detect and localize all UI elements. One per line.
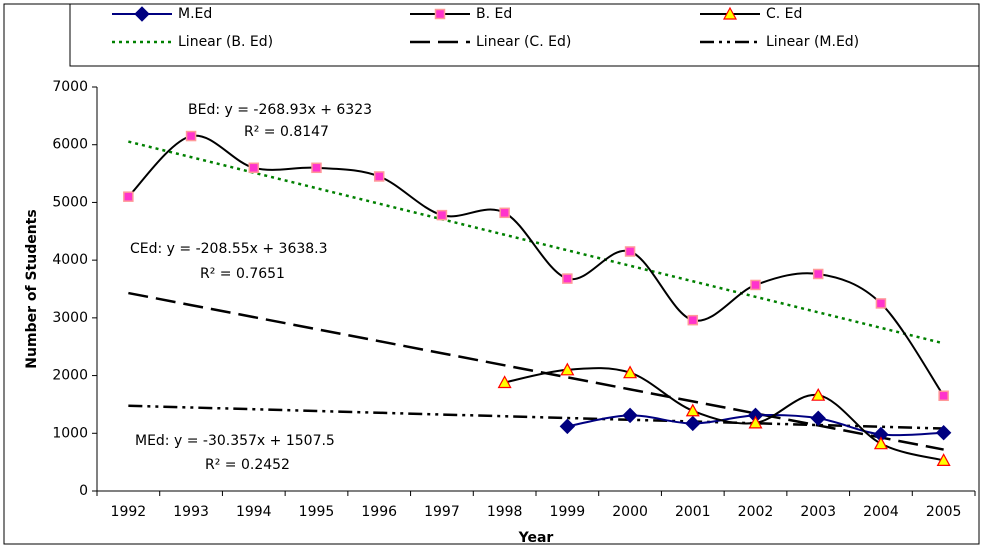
marker [687, 314, 699, 326]
marker [938, 390, 949, 402]
x-tick-label: 2001 [675, 504, 711, 520]
marker [123, 191, 134, 202]
marker [624, 246, 636, 257]
series-line [504, 367, 944, 462]
trend-equation: BEd: y = -268.93x + 6323 [188, 102, 372, 118]
y-tick-label: 3000 [52, 310, 88, 326]
legend-marker [434, 8, 446, 20]
marker [936, 453, 951, 467]
marker [685, 403, 700, 417]
x-tick-label: 1993 [173, 504, 209, 520]
x-tick-label: 1999 [550, 504, 586, 520]
y-tick-label: 1000 [52, 425, 88, 441]
legend-label: Linear (B. Ed) [178, 34, 273, 50]
marker [810, 410, 826, 426]
marker [623, 365, 638, 379]
marker [499, 207, 510, 219]
marker [436, 209, 448, 221]
legend-label: Linear (C. Ed) [476, 34, 571, 50]
marker [750, 279, 761, 291]
marker [811, 387, 826, 401]
x-tick-label: 1995 [299, 504, 335, 520]
y-tick-label: 7000 [52, 79, 88, 95]
marker [248, 162, 260, 174]
x-tick-label: 2005 [926, 504, 962, 520]
marker [311, 162, 322, 174]
legend-box [69, 3, 980, 67]
marker [559, 418, 576, 435]
x-tick-label: 2002 [738, 504, 774, 520]
x-tick-label: 2003 [800, 504, 836, 520]
marker [185, 130, 197, 142]
marker [935, 425, 952, 441]
chart-frame [3, 3, 980, 545]
trend-r2: R² = 0.7651 [200, 266, 285, 282]
x-tick-label: 1994 [236, 504, 272, 520]
x-axis-title: Year [518, 530, 554, 546]
x-tick-label: 2000 [612, 504, 648, 520]
x-tick-label: 1992 [111, 504, 147, 520]
marker [748, 415, 763, 429]
marker [560, 362, 575, 376]
x-tick-label: 2004 [863, 504, 899, 520]
legend-marker [134, 6, 150, 22]
trend-r2: R² = 0.2452 [205, 457, 290, 473]
marker [873, 436, 888, 450]
marker [622, 407, 638, 424]
x-tick-label: 1996 [361, 504, 397, 520]
y-tick-label: 2000 [52, 368, 88, 384]
legend-marker [722, 6, 738, 20]
marker [373, 171, 385, 182]
trend-equation: MEd: y = -30.357x + 1507.5 [135, 433, 335, 449]
legend-label: Linear (M.Ed) [766, 34, 859, 50]
y-tick-label: 6000 [52, 137, 88, 153]
trendline [128, 291, 944, 451]
y-tick-label: 4000 [52, 252, 88, 268]
x-tick-label: 1997 [424, 504, 460, 520]
legend-label: B. Ed [476, 6, 512, 22]
marker [562, 273, 573, 284]
legend-label: M.Ed [178, 6, 212, 22]
marker [685, 415, 701, 432]
y-axis-title: Number of Students [24, 209, 40, 368]
trend-r2: R² = 0.8147 [244, 124, 329, 140]
marker [875, 298, 887, 309]
x-tick-label: 1998 [487, 504, 523, 520]
y-tick-label: 5000 [52, 194, 88, 210]
y-tick-label: 0 [79, 483, 88, 499]
trend-equation: CEd: y = -208.55x + 3638.3 [130, 241, 328, 257]
marker [497, 375, 512, 389]
legend-label: C. Ed [766, 6, 802, 22]
marker [812, 268, 824, 280]
